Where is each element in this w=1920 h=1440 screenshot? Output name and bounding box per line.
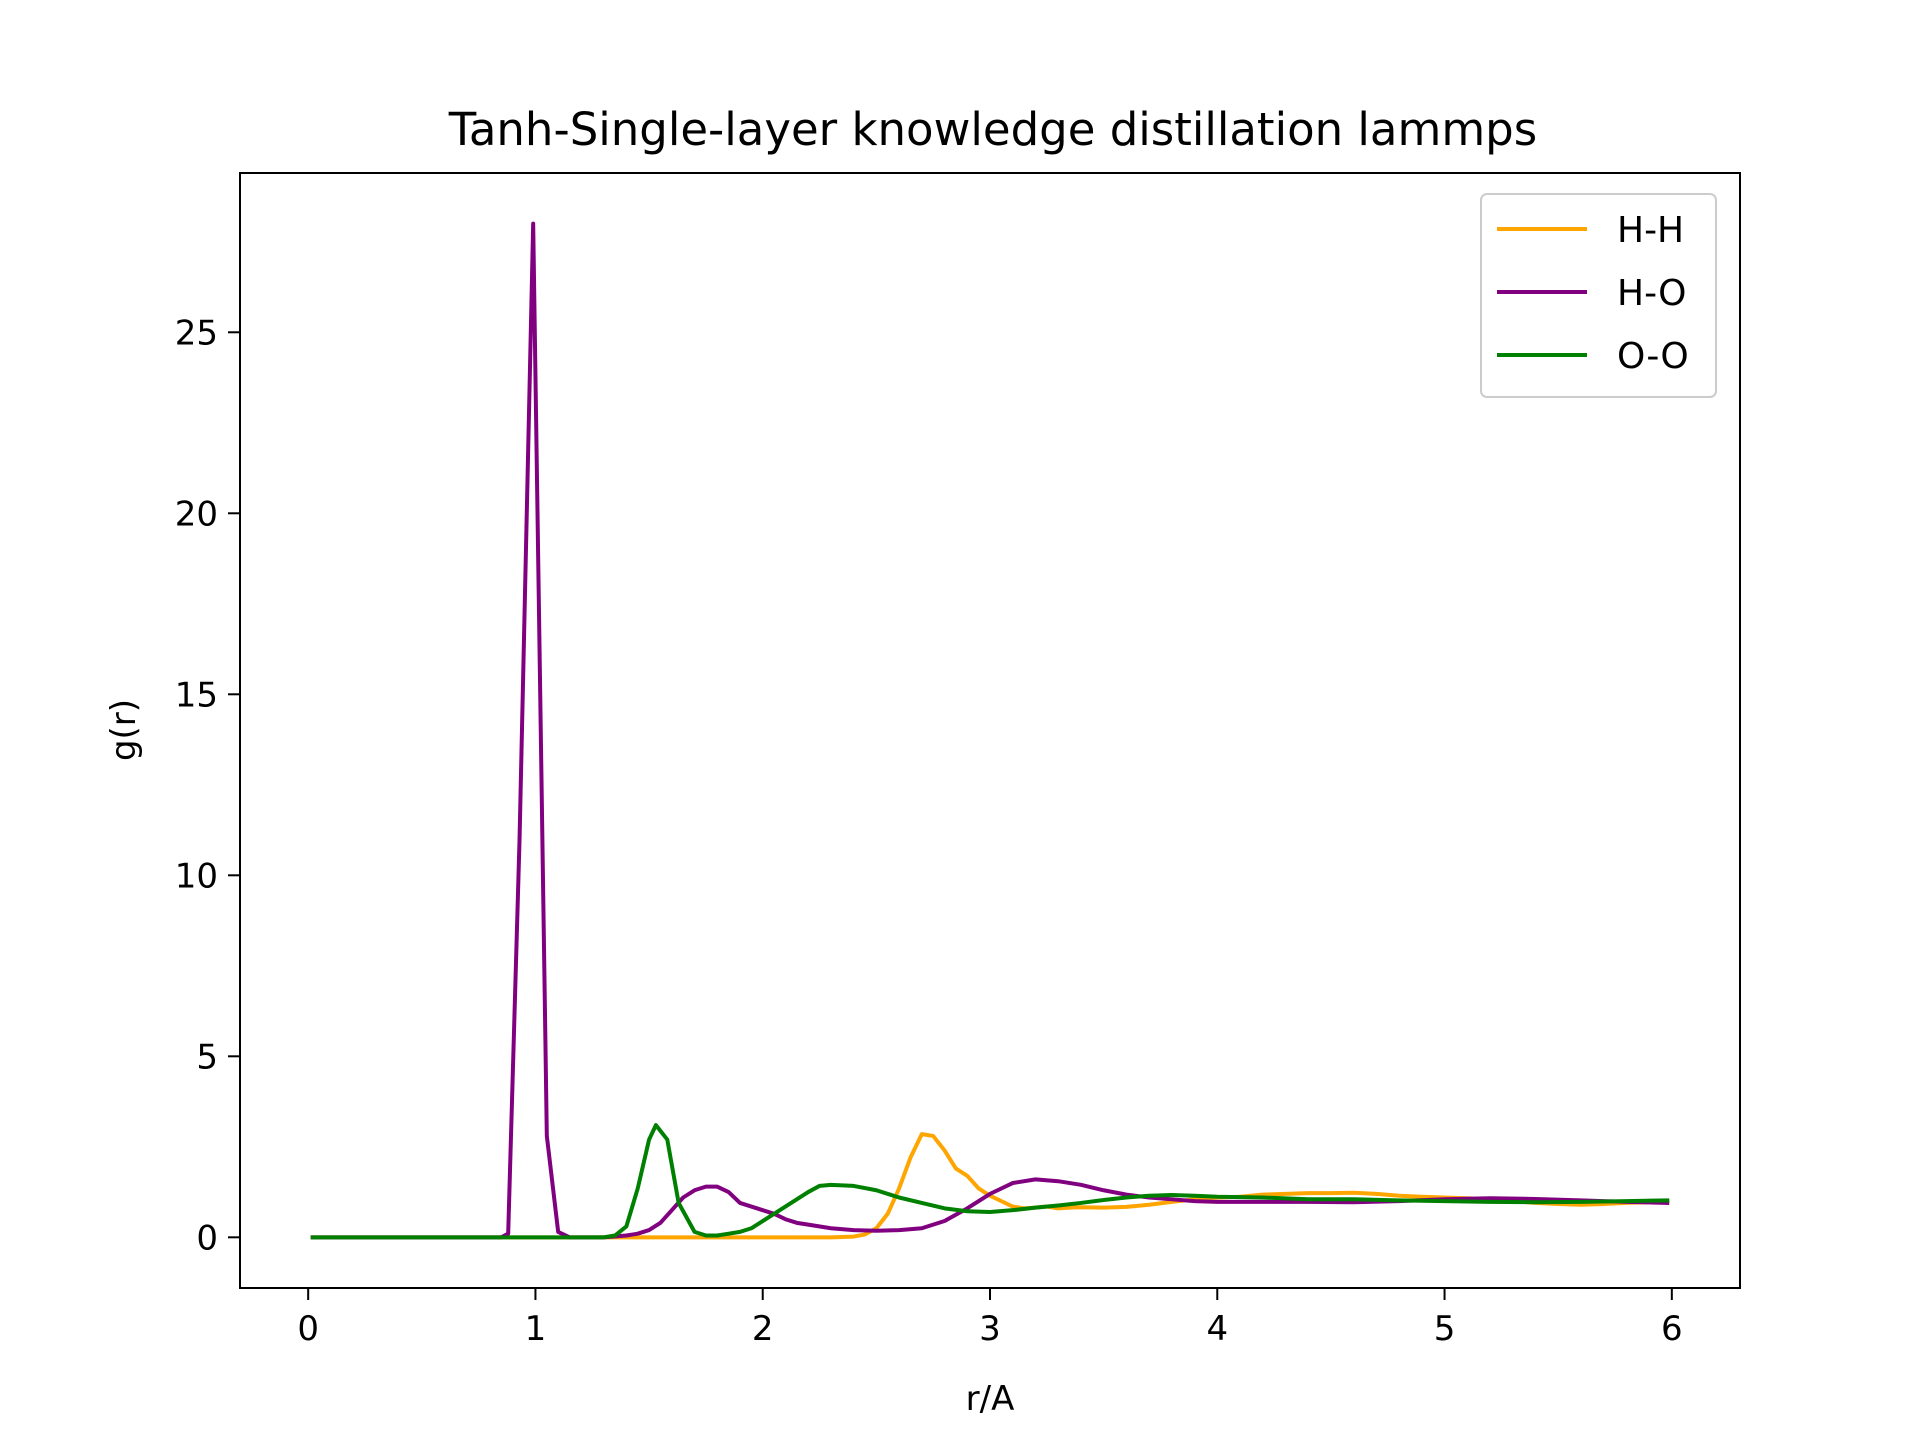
legend: H-H H-O O-O (1480, 193, 1717, 398)
series-line-o-o (310, 1123, 1670, 1240)
x-tick-label: 2 (752, 1309, 774, 1349)
y-tick-label: 5 (196, 1037, 218, 1077)
chart-title: Tanh-Single-layer knowledge distillation… (448, 103, 1537, 156)
y-tick-label: 25 (175, 313, 218, 353)
x-tick-label: 6 (1661, 1309, 1683, 1349)
y-tick-label: 0 (196, 1218, 218, 1258)
legend-box (1480, 193, 1717, 398)
y-axis-label: g(r) (104, 699, 144, 761)
legend-label-h-o: H-O (1617, 273, 1686, 314)
x-tick-label: 0 (297, 1309, 319, 1349)
x-tick-label: 4 (1206, 1309, 1228, 1349)
y-tick-label: 15 (175, 675, 218, 715)
x-tick-label: 5 (1434, 1309, 1456, 1349)
x-tick-label: 3 (979, 1309, 1001, 1349)
series-layer (310, 221, 1670, 1240)
y-tick-label: 20 (175, 494, 218, 534)
legend-label-o-o: O-O (1617, 336, 1689, 377)
x-axis-label: r/A (966, 1379, 1015, 1419)
legend-label-h-h: H-H (1617, 210, 1684, 251)
x-axis-ticks: 0 1 2 3 4 5 6 (297, 1288, 1683, 1349)
y-axis-ticks: 0 5 10 15 20 25 (175, 313, 240, 1258)
x-tick-label: 1 (525, 1309, 547, 1349)
y-tick-label: 10 (175, 856, 218, 896)
